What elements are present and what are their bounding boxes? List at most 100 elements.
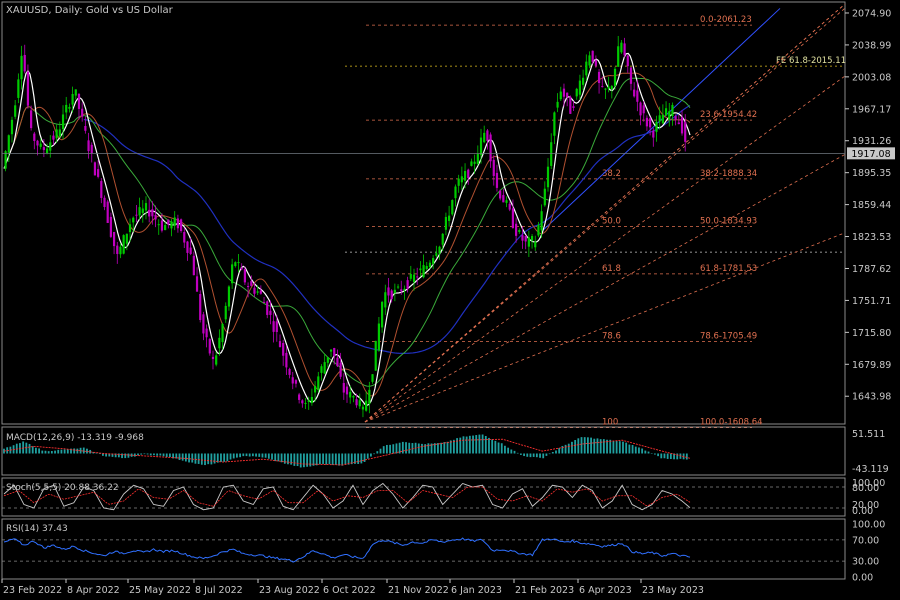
time-tick-label: 6 Apr 2023 — [579, 585, 632, 596]
macd-histogram-bar — [95, 452, 98, 454]
macd-histogram-bar — [277, 453, 280, 462]
candle-bull — [451, 200, 454, 215]
candle-bull — [157, 224, 160, 226]
candle-bear — [406, 280, 409, 290]
macd-histogram-bar — [618, 441, 621, 454]
fib-level-mid-label: 78.6 — [602, 332, 621, 342]
macd-histogram-bar — [663, 453, 666, 459]
candle-bear — [275, 321, 278, 333]
macd-histogram-bar — [417, 443, 420, 454]
rsi-tick-label: 0.00 — [852, 573, 873, 584]
candle-bull — [518, 230, 521, 232]
macd-histogram-bar — [35, 447, 37, 454]
candle-bear — [601, 86, 604, 88]
candle-bull — [460, 176, 463, 183]
rsi-pane[interactable]: 100.00 70.00 30.00 0.00 RSI(14) 37.43 — [1, 518, 885, 584]
macd-histogram-bar — [580, 437, 583, 454]
candle-bull — [396, 286, 400, 288]
time-tick-label: 8 Apr 2022 — [67, 585, 120, 596]
macd-tick-label: 51.511 — [852, 429, 885, 440]
macd-histogram-bar — [622, 441, 624, 454]
macd-histogram-bar — [117, 453, 120, 458]
macd-histogram-bar — [437, 443, 439, 454]
macd-histogram-bar — [165, 453, 168, 458]
candle-bull — [17, 79, 20, 98]
macd-histogram-bar — [47, 451, 50, 454]
candle-bull — [173, 217, 176, 226]
candle-bear — [33, 133, 36, 141]
macd-histogram-bar — [38, 448, 40, 454]
macd-histogram-bar — [162, 453, 165, 457]
candle-bear — [205, 328, 208, 338]
candle-bull — [132, 217, 135, 223]
candle-bull — [323, 362, 326, 374]
fan-line — [364, 232, 846, 423]
macd-histogram-bar — [258, 453, 261, 457]
candle-bull — [483, 132, 486, 143]
candle-bear — [97, 169, 100, 177]
candle-bull — [553, 112, 556, 136]
macd-pane[interactable]: 51.511 -43.119 MACD(12,26,9) -13.319 -9.9… — [1, 426, 889, 476]
candle-bear — [52, 135, 55, 140]
candle-bear — [508, 203, 511, 210]
macd-histogram-bar — [271, 453, 273, 460]
candle-bull — [71, 93, 74, 105]
main-pane[interactable]: 0.0-2061.23 23.6-1954.42 38.2-1888.34 38.2 5… — [1, 1, 895, 429]
macd-histogram-bar — [28, 443, 31, 454]
macd-signal-line — [3, 438, 691, 466]
stochastic-signal-line — [3, 486, 691, 507]
candle-bear — [524, 235, 527, 242]
candle-bull — [438, 246, 441, 254]
macd-histogram-bar — [504, 445, 506, 454]
macd-histogram-bar — [654, 453, 656, 455]
candle-bear — [511, 208, 515, 228]
main-pane-border — [1, 1, 846, 425]
macd-histogram-bar — [574, 440, 577, 454]
macd-histogram-bar — [31, 446, 34, 454]
macd-histogram-bar — [542, 453, 545, 459]
candle-bear — [680, 117, 684, 134]
rsi-pane-border — [1, 518, 846, 580]
macd-histogram-bar — [322, 453, 324, 464]
macd-histogram-bar — [510, 449, 513, 454]
macd-histogram-bar — [459, 437, 462, 454]
moving-average-long — [83, 104, 691, 354]
candle-bull — [546, 166, 550, 188]
macd-histogram-bar — [535, 453, 538, 458]
macd-histogram-bar — [526, 453, 529, 457]
macd-histogram-bar — [424, 444, 427, 454]
macd-histogram-bar — [274, 453, 277, 462]
candle-bull — [664, 108, 668, 116]
candle-bull — [540, 211, 543, 231]
fan-line — [364, 154, 846, 423]
candle-bear — [467, 169, 470, 179]
candle-bear — [291, 377, 294, 384]
macd-histogram-bar — [628, 444, 631, 454]
macd-histogram-bar — [54, 450, 56, 454]
macd-histogram-bar — [255, 453, 257, 457]
macd-histogram-bar — [242, 453, 245, 457]
candle-bear — [387, 287, 390, 296]
macd-histogram-bar — [184, 453, 187, 462]
fib-level-label: 78.6-1705.49 — [700, 332, 757, 342]
macd-histogram-bar — [50, 451, 53, 454]
candle-bull — [349, 391, 352, 398]
candle-bear — [208, 339, 211, 354]
candle-bull — [435, 253, 438, 256]
candle-bull — [444, 216, 448, 230]
macd-histogram-bar — [188, 453, 190, 463]
macd-histogram-bar — [245, 453, 248, 457]
macd-histogram-bar — [405, 442, 407, 454]
macd-histogram-bar — [669, 453, 672, 460]
candle-bear — [400, 289, 403, 292]
candle-bull — [668, 111, 671, 120]
macd-histogram-bar — [532, 453, 535, 457]
macd-histogram-bar — [309, 453, 312, 467]
candle-bear — [23, 54, 26, 72]
candle-bear — [569, 96, 572, 114]
macd-histogram-bar — [73, 448, 76, 454]
candle-bear — [93, 162, 97, 176]
